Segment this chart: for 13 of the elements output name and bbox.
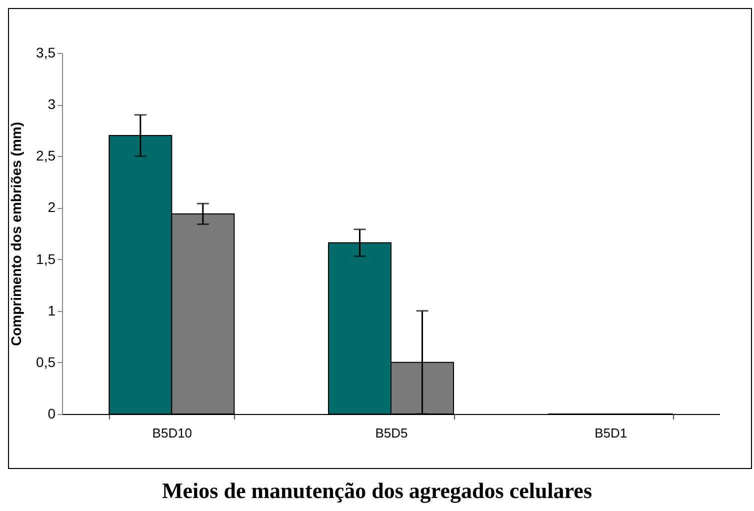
- y-tick-label: 3: [48, 96, 56, 112]
- y-axis-title: Comprimento dos embriões (mm): [8, 122, 24, 346]
- x-tick-label: B5D5: [375, 426, 408, 440]
- y-tick-label: 2: [48, 199, 56, 216]
- x-tick-label: B5D10: [152, 426, 192, 440]
- x-tick-label: B5D1: [594, 426, 628, 440]
- y-tick-label: 2,5: [36, 148, 56, 164]
- y-tick-label: 3,5: [36, 44, 56, 60]
- x-axis-title: Meios de manutenção dos agregados celulares: [161, 478, 593, 504]
- y-tick-label: 1,5: [36, 250, 56, 267]
- y-tick-label: 0: [48, 406, 56, 422]
- y-tick-label: 0,5: [36, 354, 56, 370]
- y-tick-label: 1: [48, 302, 56, 318]
